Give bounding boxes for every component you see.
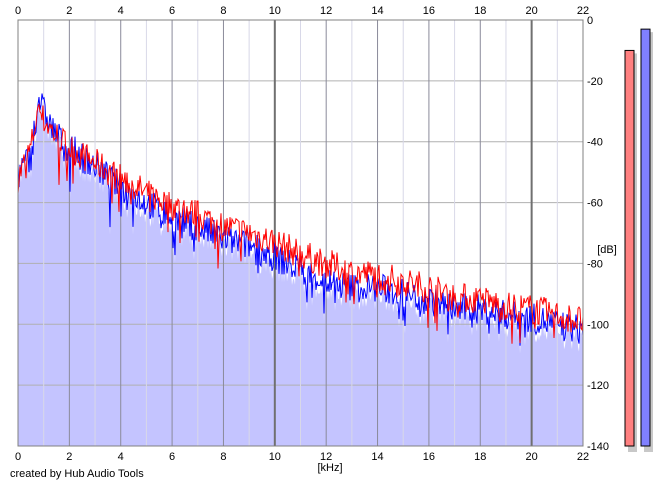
level-meter-right [640,28,651,447]
x-tick-label-bottom: 6 [169,451,175,463]
x-tick-label-bottom: 2 [66,451,72,463]
x-tick-label-bottom: 22 [577,451,589,463]
y-tick-label: -40 [587,137,603,149]
y-tick-label: -120 [587,380,609,392]
y-tick-label: -60 [587,198,603,210]
y-tick-label: -140 [587,441,609,453]
x-axis-label: [kHz] [317,462,342,474]
x-tick-label-bottom: 0 [15,451,21,463]
x-tick-label-top: 8 [220,5,226,17]
x-tick-label-top: 0 [15,5,21,17]
x-tick-label-top: 2 [66,5,72,17]
x-tick-label-bottom: 14 [371,451,383,463]
y-axis-label: [dB] [597,244,617,256]
x-tick-label-top: 12 [320,5,332,17]
x-tick-label-bottom: 18 [474,451,486,463]
x-tick-label-top: 10 [269,5,281,17]
x-tick-label-top: 16 [423,5,435,17]
y-tick-label: 0 [587,15,593,27]
level-meter-left [624,49,635,447]
x-tick-label-top: 22 [577,5,589,17]
credit-text: created by Hub Audio Tools [10,468,144,480]
x-tick-label-bottom: 4 [118,451,124,463]
x-tick-label-bottom: 20 [526,451,538,463]
x-tick-label-top: 6 [169,5,175,17]
y-tick-label: -100 [587,319,609,331]
x-tick-label-bottom: 12 [320,451,332,463]
y-tick-label: -80 [587,258,603,270]
plot-frame [17,19,584,447]
x-tick-label-top: 18 [474,5,486,17]
x-tick-label-top: 4 [118,5,124,17]
x-tick-label-top: 14 [371,5,383,17]
y-tick-label: -20 [587,76,603,88]
x-tick-label-bottom: 16 [423,451,435,463]
x-tick-label-bottom: 8 [220,451,226,463]
x-tick-label-top: 20 [526,5,538,17]
series-line-left [17,103,584,344]
x-tick-label-bottom: 10 [269,451,281,463]
